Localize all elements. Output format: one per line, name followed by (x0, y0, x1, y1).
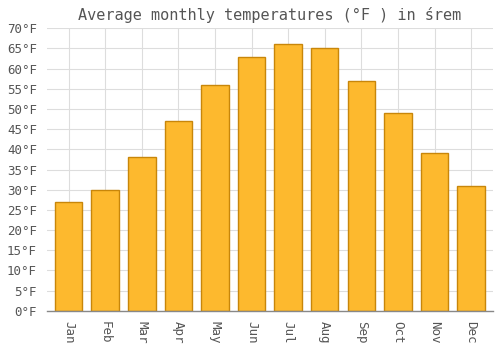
Bar (311, 48, 338, 311)
Bar (384, 113, 411, 311)
Bar (92, 190, 119, 311)
Bar (238, 57, 266, 311)
Bar (55, 202, 82, 311)
Bar (421, 153, 448, 311)
Bar (348, 81, 375, 311)
Bar (202, 85, 228, 311)
Bar (128, 158, 156, 311)
Bar (458, 186, 485, 311)
Bar (164, 121, 192, 311)
Bar (274, 44, 302, 311)
Title: Average monthly temperatures (°F ) in śrem: Average monthly temperatures (°F ) in śr… (78, 7, 462, 23)
